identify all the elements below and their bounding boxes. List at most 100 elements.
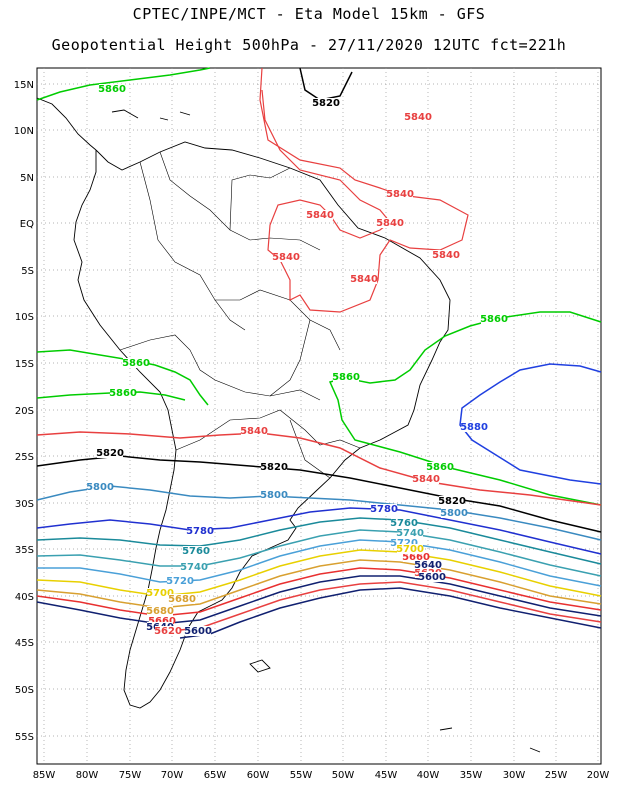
contour-label: 5680 bbox=[146, 606, 174, 617]
contour-5860-north bbox=[36, 67, 211, 101]
contour-5780 bbox=[36, 507, 602, 555]
contour-label: 5840 bbox=[404, 112, 432, 123]
contour-label-background bbox=[415, 560, 441, 570]
lon-tick-label: 60W bbox=[247, 770, 270, 781]
lon-tick-label: 85W bbox=[33, 770, 56, 781]
contour-label: 5620 bbox=[154, 626, 182, 637]
lat-tick-label: 5S bbox=[21, 266, 34, 277]
contour-label-background bbox=[99, 84, 125, 94]
lon-tick-label: 30W bbox=[503, 770, 526, 781]
lon-tick-label: 80W bbox=[76, 770, 99, 781]
contour-label-background bbox=[123, 358, 149, 368]
lat-tick-label: 50S bbox=[15, 685, 34, 696]
contour-label-background bbox=[377, 218, 403, 228]
contour-label: 5860 bbox=[122, 358, 150, 369]
contour-label: 5760 bbox=[390, 518, 418, 529]
contour-label-background bbox=[147, 606, 173, 616]
contour-5680 bbox=[36, 559, 602, 609]
contour-label: 5660 bbox=[148, 616, 176, 627]
lon-tick-label: 40W bbox=[417, 770, 440, 781]
contour-label-background bbox=[181, 562, 207, 572]
contour-label: 5720 bbox=[390, 538, 418, 549]
contour-label-background bbox=[397, 544, 423, 554]
lon-tick-label: 20W bbox=[587, 770, 610, 781]
contour-5600 bbox=[179, 587, 602, 639]
lat-tick-label: 15N bbox=[14, 80, 34, 91]
lat-tick-label: 25S bbox=[15, 452, 34, 463]
contour-label-background bbox=[371, 504, 397, 514]
lat-tick-label: 45S bbox=[15, 638, 34, 649]
contour-label-background bbox=[413, 474, 439, 484]
coast-caribbean-islands bbox=[111, 109, 191, 121]
contour-label-background bbox=[307, 210, 333, 220]
map-title-line-2: Geopotential Height 500hPa - 27/11/2020 … bbox=[51, 36, 567, 54]
contour-5700 bbox=[36, 549, 602, 597]
contour-label: 5840 bbox=[432, 250, 460, 261]
contour-label-background bbox=[351, 274, 377, 284]
map-frame bbox=[36, 67, 602, 765]
lon-tick-label: 70W bbox=[161, 770, 184, 781]
longitude-tick-labels: 85W 80W 75W 70W 65W 60W 55W 50W 45W 40W 35W 30W 25W 2… bbox=[33, 770, 610, 781]
contour-5840-mid bbox=[36, 431, 602, 506]
lat-tick-label: 10N bbox=[14, 126, 34, 137]
lat-tick-label: 20S bbox=[15, 406, 34, 417]
contour-label: 5840 bbox=[240, 426, 268, 437]
contour-label-background bbox=[391, 538, 417, 548]
contour-label: 5820 bbox=[260, 462, 288, 473]
lat-tick-label: 55S bbox=[15, 732, 34, 743]
contour-label: 5640 bbox=[414, 560, 442, 571]
contour-label: 5700 bbox=[396, 544, 424, 555]
lon-tick-label: 25W bbox=[545, 770, 568, 781]
contour-label: 5720 bbox=[166, 576, 194, 587]
contour-label: 5800 bbox=[86, 482, 114, 493]
lon-tick-label: 55W bbox=[290, 770, 313, 781]
contour-5620 bbox=[159, 581, 602, 633]
contour-label: 5760 bbox=[182, 546, 210, 557]
contour-label: 5840 bbox=[412, 474, 440, 485]
contour-label-background bbox=[87, 482, 113, 492]
contour-label: 5600 bbox=[184, 626, 212, 637]
contour-label-background bbox=[439, 496, 465, 506]
contour-label-background bbox=[147, 588, 173, 598]
contour-label: 5860 bbox=[98, 84, 126, 95]
contour-label-background bbox=[387, 189, 413, 199]
lon-tick-label: 45W bbox=[375, 770, 398, 781]
lon-tick-label: 65W bbox=[204, 770, 227, 781]
lat-tick-label: 35S bbox=[15, 545, 34, 556]
contour-5860-bolivia bbox=[36, 349, 209, 406]
contour-label-background bbox=[397, 528, 423, 538]
coastlines bbox=[36, 97, 541, 753]
contour-label: 5740 bbox=[180, 562, 208, 573]
contour-5760 bbox=[36, 517, 602, 565]
contour-5740 bbox=[36, 529, 602, 577]
coast-central-america bbox=[36, 97, 97, 151]
contour-label: 5840 bbox=[272, 252, 300, 263]
contour-label: 5800 bbox=[260, 490, 288, 501]
contour-label-background bbox=[405, 112, 431, 122]
contour-label-background bbox=[391, 518, 417, 528]
graticule bbox=[37, 68, 601, 764]
contour-label-background bbox=[313, 98, 339, 108]
contour-label-background bbox=[461, 422, 487, 432]
lon-tick-label: 50W bbox=[332, 770, 355, 781]
contour-label: 5700 bbox=[146, 588, 174, 599]
contour-label: 5880 bbox=[460, 422, 488, 433]
contour-label: 5840 bbox=[350, 274, 378, 285]
contour-label: 5840 bbox=[386, 189, 414, 200]
contour-label: 5780 bbox=[370, 504, 398, 515]
contour-label: 5680 bbox=[168, 594, 196, 605]
lat-tick-label: 15S bbox=[15, 359, 34, 370]
contour-label: 5660 bbox=[402, 552, 430, 563]
country-borders bbox=[119, 151, 361, 479]
contour-label-background bbox=[261, 490, 287, 500]
contour-label: 5820 bbox=[312, 98, 340, 109]
lat-tick-label: EQ bbox=[20, 219, 34, 230]
contour-label: 5600 bbox=[418, 572, 446, 583]
contour-5640 bbox=[36, 575, 602, 625]
contour-label-background bbox=[110, 388, 136, 398]
contour-label-background bbox=[333, 372, 359, 382]
contour-label-background bbox=[169, 594, 195, 604]
contour-label: 5820 bbox=[96, 448, 124, 459]
contour-label-background bbox=[155, 626, 181, 636]
